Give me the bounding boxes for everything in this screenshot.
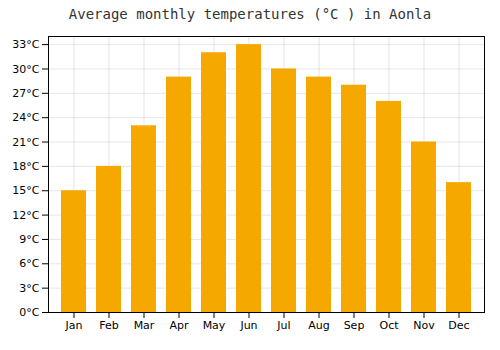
svg-text:Mar: Mar xyxy=(134,319,155,332)
svg-text:Nov: Nov xyxy=(413,319,435,332)
svg-text:3°C: 3°C xyxy=(19,282,39,295)
svg-text:Aug: Aug xyxy=(308,319,329,332)
svg-text:Jan: Jan xyxy=(65,319,83,332)
svg-text:24°C: 24°C xyxy=(12,111,39,124)
svg-text:May: May xyxy=(203,319,226,332)
svg-text:6°C: 6°C xyxy=(19,257,39,270)
svg-text:27°C: 27°C xyxy=(12,87,39,100)
svg-text:12°C: 12°C xyxy=(12,209,39,222)
svg-text:Feb: Feb xyxy=(99,319,118,332)
svg-text:15°C: 15°C xyxy=(12,184,39,197)
svg-text:Dec: Dec xyxy=(448,319,469,332)
svg-text:33°C: 33°C xyxy=(12,38,39,51)
svg-text:18°C: 18°C xyxy=(12,160,39,173)
svg-text:0°C: 0°C xyxy=(19,306,39,319)
svg-text:9°C: 9°C xyxy=(19,233,39,246)
svg-text:Apr: Apr xyxy=(169,319,189,332)
svg-text:21°C: 21°C xyxy=(12,136,39,149)
svg-text:Oct: Oct xyxy=(379,319,399,332)
html-text:Average monthly temperatures (: Average monthly temperatures (°C ) in Ao… xyxy=(68,6,432,22)
svg-text:Jun: Jun xyxy=(239,319,257,332)
svg-text:Sep: Sep xyxy=(344,319,365,332)
svg-text:Jul: Jul xyxy=(276,319,290,332)
svg-text:30°C: 30°C xyxy=(12,62,39,75)
